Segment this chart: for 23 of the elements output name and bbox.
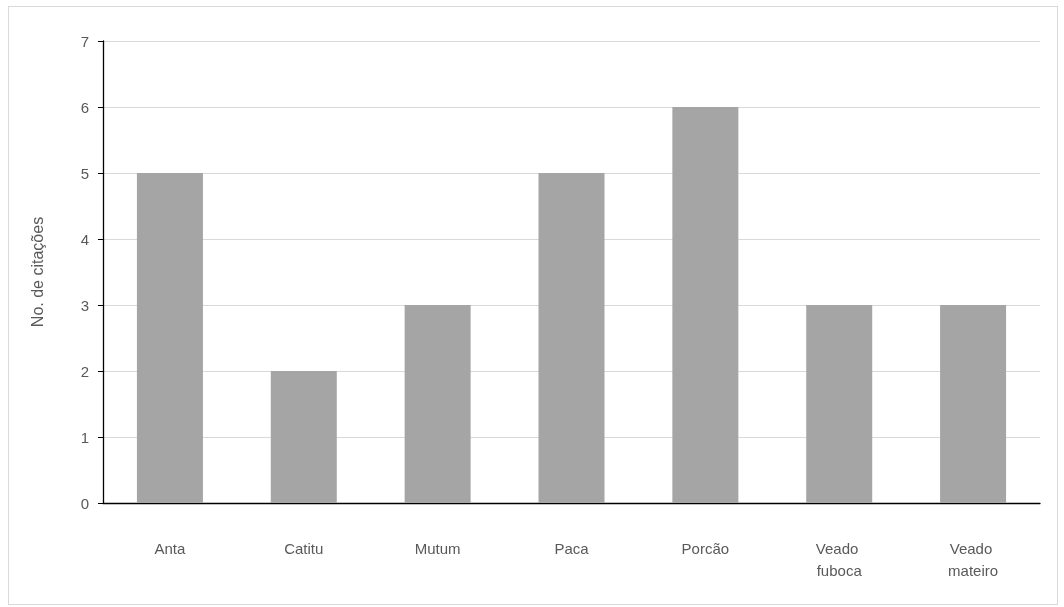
y-tick-label: 2: [80, 362, 89, 380]
x-tick-label: Catitu: [284, 539, 324, 557]
bar: [672, 107, 739, 503]
x-tick-label: Porcão: [681, 539, 730, 557]
bar: [270, 371, 337, 503]
y-axis-title: No. de citações: [28, 216, 46, 328]
bar: [806, 305, 873, 503]
y-tick-label: 0: [80, 494, 89, 512]
bar: [538, 173, 605, 503]
bar: [136, 173, 203, 503]
x-tick-label: Paca: [554, 539, 590, 557]
bar: [940, 305, 1007, 503]
y-tick-label: 5: [80, 164, 89, 182]
y-tick-label: 1: [80, 428, 89, 446]
x-tick-label: Mutum: [414, 539, 461, 557]
x-tick-label: Veado mateiro: [948, 539, 999, 579]
y-tick-label: 4: [80, 230, 89, 248]
x-tick-label: Anta: [154, 539, 187, 557]
bar: [404, 305, 471, 503]
y-tick-label: 6: [80, 98, 89, 116]
x-tick-label: Veado fuboca: [815, 539, 863, 579]
y-tick-label: 7: [80, 32, 89, 50]
y-tick-label: 3: [80, 296, 89, 314]
